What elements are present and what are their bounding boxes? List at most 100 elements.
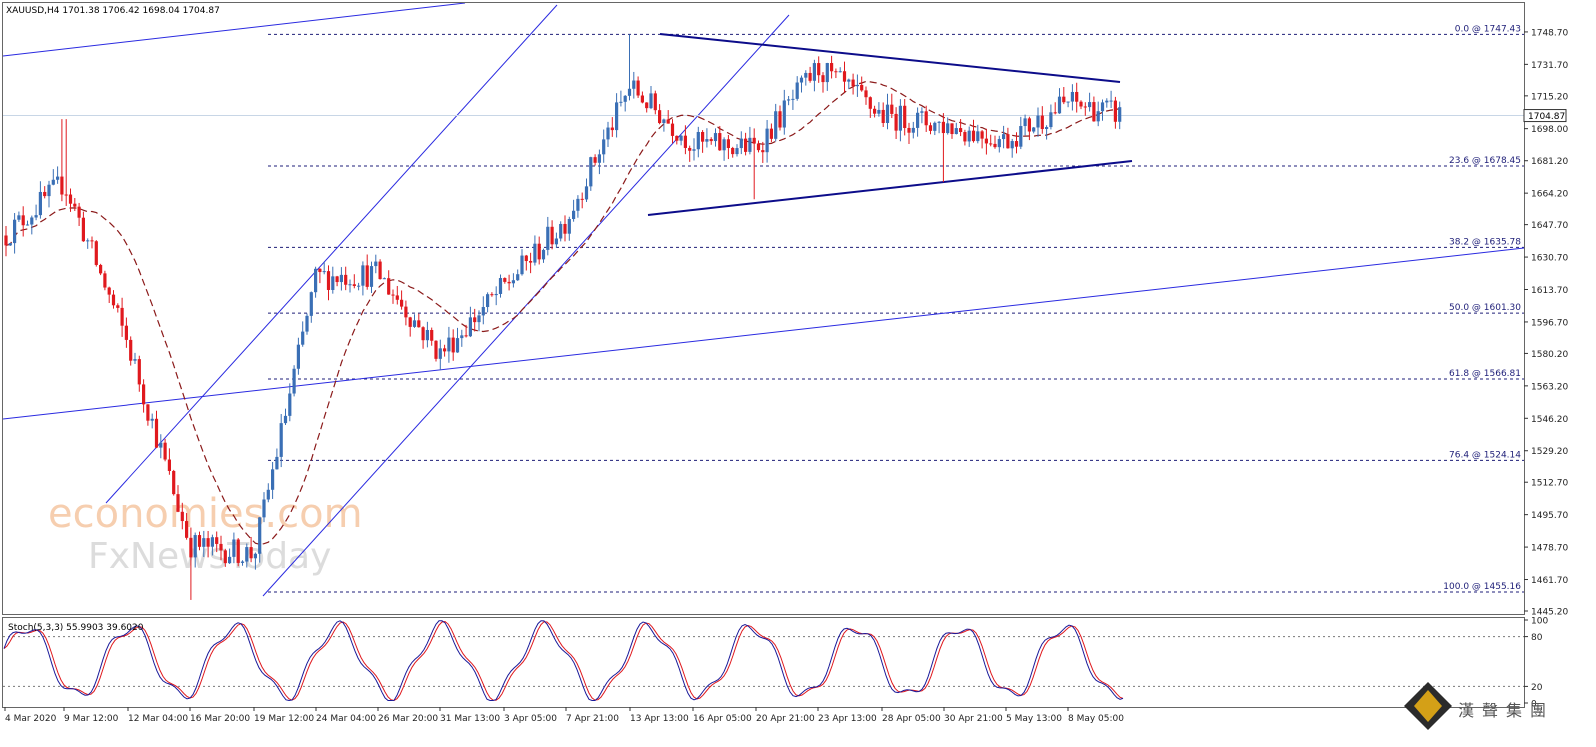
candle-body [907, 127, 911, 133]
candle-body [400, 299, 404, 307]
y-axis-tick-label: 1596.70 [1531, 318, 1568, 328]
y-axis-tick-label: 1495.70 [1531, 511, 1568, 521]
candle-body [877, 109, 881, 114]
candle-body [615, 102, 619, 131]
candle-body [430, 329, 434, 341]
candle-body [941, 121, 945, 134]
triangle-lower-line [647, 160, 1133, 216]
candle-body [666, 119, 670, 124]
candle-body [210, 537, 214, 547]
candle-body [817, 63, 821, 76]
candle-body [911, 127, 915, 133]
x-axis-tick-label: 20 Apr 21:00 [756, 714, 815, 724]
candle-body [997, 139, 1001, 148]
candle-body [950, 123, 954, 135]
candle-body [804, 72, 808, 78]
candle-body [688, 147, 692, 151]
candle-body [305, 315, 309, 332]
y-axis-tick-label: 1715.20 [1531, 92, 1568, 102]
x-axis-tick-label: 5 May 13:00 [1006, 714, 1062, 724]
candle-body [808, 72, 812, 81]
candle-body [352, 284, 356, 286]
watermark-economies: economies.com [48, 491, 363, 537]
candle-body [933, 122, 937, 131]
candle-body [344, 274, 348, 285]
candle-body [271, 469, 275, 490]
candle-body [1105, 100, 1109, 103]
candle-body [937, 121, 941, 123]
candle-body [77, 206, 81, 218]
corner-logo-text: 漢聲集團 [1458, 701, 1554, 720]
candle-body [993, 143, 997, 148]
candle-body [830, 63, 834, 72]
logo-inner-icon [1414, 690, 1442, 722]
candle-body [73, 203, 77, 207]
candle-body [821, 75, 825, 83]
candle-body [640, 95, 644, 103]
x-axis-tick-label: 7 Apr 21:00 [566, 714, 619, 724]
candle-body [266, 489, 270, 500]
y-axis-tick-label: 1563.20 [1531, 382, 1568, 392]
candle-body [597, 154, 601, 163]
candle-body [769, 128, 773, 139]
candle-body [335, 276, 339, 283]
candle-body [1023, 118, 1027, 127]
candle-body [94, 241, 98, 265]
candle-body [976, 131, 980, 142]
candle-body [348, 284, 352, 286]
candle-body [602, 139, 606, 155]
candle-body [172, 470, 176, 495]
candle-body [249, 547, 253, 559]
candle-body [374, 261, 378, 267]
candle-body [412, 320, 417, 327]
candle-body [154, 418, 159, 448]
candle-body [989, 143, 993, 145]
candle-body [318, 268, 322, 273]
candle-body [627, 88, 632, 96]
candle-body [21, 215, 25, 226]
candle-body [382, 278, 386, 280]
x-axis-tick-label: 12 Mar 04:00 [128, 714, 188, 724]
candle-body [1079, 101, 1083, 107]
candle-body [855, 84, 859, 87]
candle-body [498, 278, 503, 294]
candle-body [928, 125, 933, 131]
candle-body [761, 150, 765, 153]
candle-body [971, 130, 976, 142]
x-axis-tick-label: 23 Apr 13:00 [818, 714, 877, 724]
candle-body [718, 133, 722, 151]
candle-body [1100, 102, 1105, 112]
candle-body [980, 131, 984, 139]
candle-body [490, 294, 494, 296]
candle-body [1062, 96, 1066, 103]
candle-body [283, 415, 288, 424]
candle-body [99, 264, 103, 274]
candle-body [159, 442, 163, 448]
candle-body [51, 179, 55, 185]
candle-body [709, 139, 713, 142]
candle-body [90, 240, 94, 242]
triangle-upper-line [659, 33, 1121, 83]
y-axis-tick-label: 1445.20 [1531, 608, 1568, 618]
candle-body [967, 130, 971, 142]
candle-body [460, 335, 464, 339]
candle-body [778, 111, 782, 128]
candle-body [163, 442, 167, 460]
candle-body [898, 105, 902, 131]
channel-lower-line [262, 14, 790, 597]
candle-body [443, 348, 447, 352]
candle-body [632, 80, 636, 89]
y-axis-tick-label: 1613.70 [1531, 286, 1568, 296]
candle-body [30, 217, 34, 225]
y-axis-tick-label: 1512.70 [1531, 479, 1568, 489]
candle-body [137, 359, 141, 385]
candle-body [520, 255, 524, 275]
candle-body [1096, 111, 1100, 122]
candle-body [120, 307, 124, 326]
x-axis-tick-label: 24 Mar 04:00 [316, 714, 376, 724]
candle-body [301, 331, 305, 345]
oscillator-label: Stoch(5,3,3) 55.9903 39.6020 [8, 623, 144, 633]
x-axis-tick-label: 13 Apr 13:00 [630, 714, 689, 724]
